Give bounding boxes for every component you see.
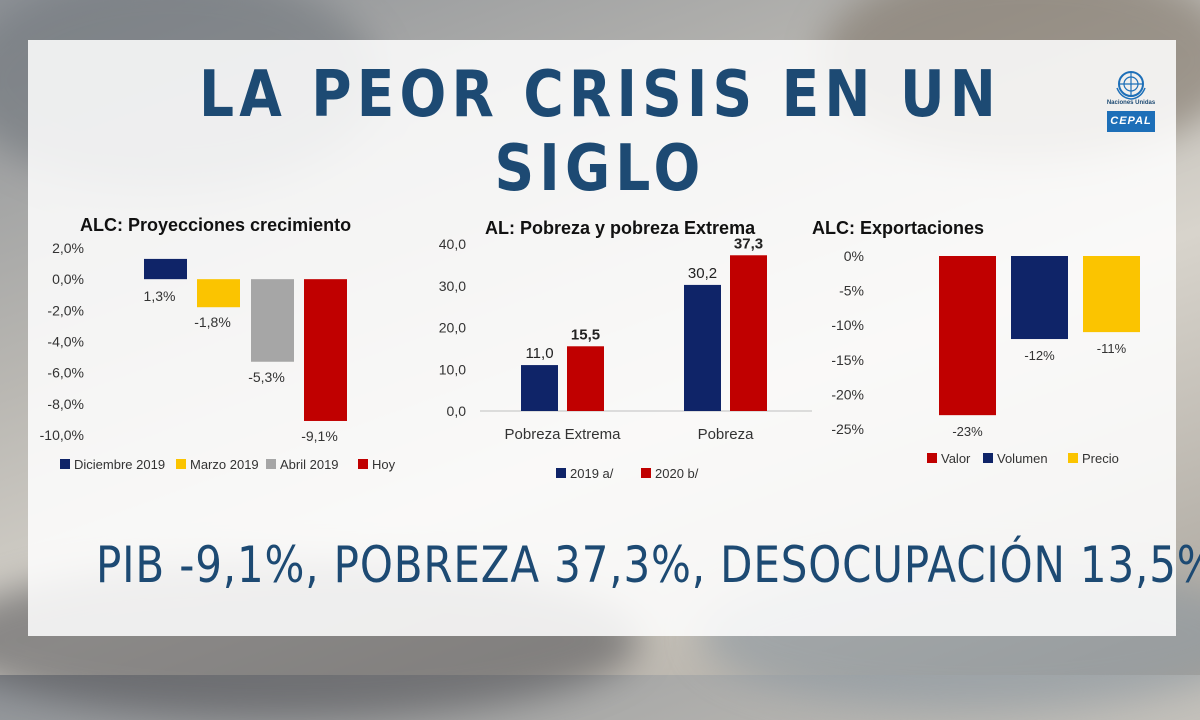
chart2-bar — [521, 365, 558, 411]
chart1-y-tick: -6,0% — [47, 365, 84, 381]
chart2-data-label: 30,2 — [688, 265, 717, 282]
chart3-y-tick: -5% — [839, 283, 864, 299]
chart2-legend-label: 2019 a/ — [570, 466, 614, 481]
chart3-y-tick: -10% — [831, 317, 864, 333]
chart1-bar — [197, 279, 240, 308]
chart2-legend-swatch — [556, 468, 566, 478]
chart2-legend-label: 2020 b/ — [655, 466, 699, 481]
chart1-bar — [144, 258, 187, 280]
chart3-data-label: -12% — [1024, 348, 1055, 363]
chart2-category-label: Pobreza Extrema — [505, 426, 622, 443]
chart2-y-tick: 40,0 — [439, 236, 466, 252]
chart1-legend-label: Marzo 2019 — [190, 457, 259, 472]
chart2-bar — [567, 346, 604, 411]
chart3-data-label: -11% — [1097, 341, 1127, 356]
chart1-bar — [304, 279, 347, 421]
headline-stats: PIB -9,1%, POBREZA 37,3%, DESOCUPACIÓN 1… — [96, 536, 1200, 594]
chart1-y-tick: -8,0% — [47, 396, 84, 412]
chart1-legend-swatch — [266, 459, 276, 469]
chart2-data-label: 15,5 — [571, 326, 600, 343]
chart1-y-tick: -2,0% — [47, 302, 84, 318]
chart1-bar — [251, 279, 294, 362]
chart2-bar — [730, 255, 767, 411]
chart2-y-tick: 10,0 — [439, 361, 466, 377]
chart3-title: ALC: Exportaciones — [812, 218, 985, 238]
chart3-legend-label: Precio — [1082, 451, 1119, 466]
chart2-y-tick: 0,0 — [447, 403, 467, 419]
chart1-legend-swatch — [176, 459, 186, 469]
page-title: LA PEOR CRISIS EN UN SIGLO — [198, 58, 1002, 206]
chart2-data-label: 11,0 — [525, 345, 553, 362]
chart1-legend-label: Hoy — [372, 457, 396, 472]
chart2-title: AL: Pobreza y pobreza Extrema — [485, 218, 756, 238]
logo-cepal-text: CEPAL — [1107, 111, 1155, 132]
chart1-y-tick: -4,0% — [47, 334, 84, 350]
chart2-y-tick: 30,0 — [439, 278, 466, 294]
chart1-legend-label: Diciembre 2019 — [74, 457, 165, 472]
chart2-data-label: 37,3 — [734, 235, 763, 252]
un-emblem-icon — [1116, 71, 1146, 100]
chart3-legend-swatch — [927, 453, 937, 463]
chart1-y-tick: -10,0% — [40, 427, 84, 443]
chart3-y-tick: 0% — [844, 248, 864, 264]
chart1-y-tick: 2,0% — [52, 240, 84, 256]
chart2-legend-swatch — [641, 468, 651, 478]
cepal-logo: Naciones Unidas CEPAL — [1096, 66, 1166, 138]
chart1-data-label: 1,3% — [144, 288, 176, 304]
chart3-legend-swatch — [983, 453, 993, 463]
chart3-y-tick: -25% — [831, 421, 864, 437]
chart1-title: ALC: Proyecciones crecimiento — [80, 215, 352, 235]
chart3-data-label: -23% — [952, 424, 983, 439]
growth-projections-chart: 2,0% 0,0% -2,0% -4,0% -6,0% -8,0% -10,0% 1,3% -1… — [40, 240, 396, 472]
chart1-y-tick: 0,0% — [52, 271, 84, 287]
logo-org-text: Naciones Unidas — [1106, 100, 1156, 106]
chart1-data-label: -9,1% — [301, 428, 338, 444]
exports-chart: 0% -5% -10% -15% -20% -25% -23% -12% -11% Valor Vo… — [831, 248, 1140, 466]
chart2-y-tick: 20,0 — [439, 320, 466, 336]
chart3-y-tick: -20% — [831, 386, 864, 402]
chart3-y-tick: -15% — [831, 352, 864, 368]
chart3-legend-label: Valor — [941, 451, 971, 466]
chart2-bar — [684, 284, 721, 411]
chart3-legend-label: Volumen — [997, 451, 1048, 466]
chart3-bar — [1083, 256, 1140, 333]
chart3-bar — [1011, 256, 1068, 340]
poverty-chart: 40,0 30,0 20,0 10,0 0,0 11,0 15,5 Pobreza Extre… — [439, 235, 812, 481]
chart3-legend-swatch — [1068, 453, 1078, 463]
chart3-bar — [939, 256, 996, 416]
chart1-legend-label: Abril 2019 — [280, 457, 339, 472]
chart1-legend-swatch — [358, 459, 368, 469]
chart1-legend-swatch — [60, 459, 70, 469]
chart1-data-label: -5,3% — [248, 369, 285, 385]
chart1-data-label: -1,8% — [194, 314, 231, 330]
chart2-category-label: Pobreza — [698, 426, 755, 443]
